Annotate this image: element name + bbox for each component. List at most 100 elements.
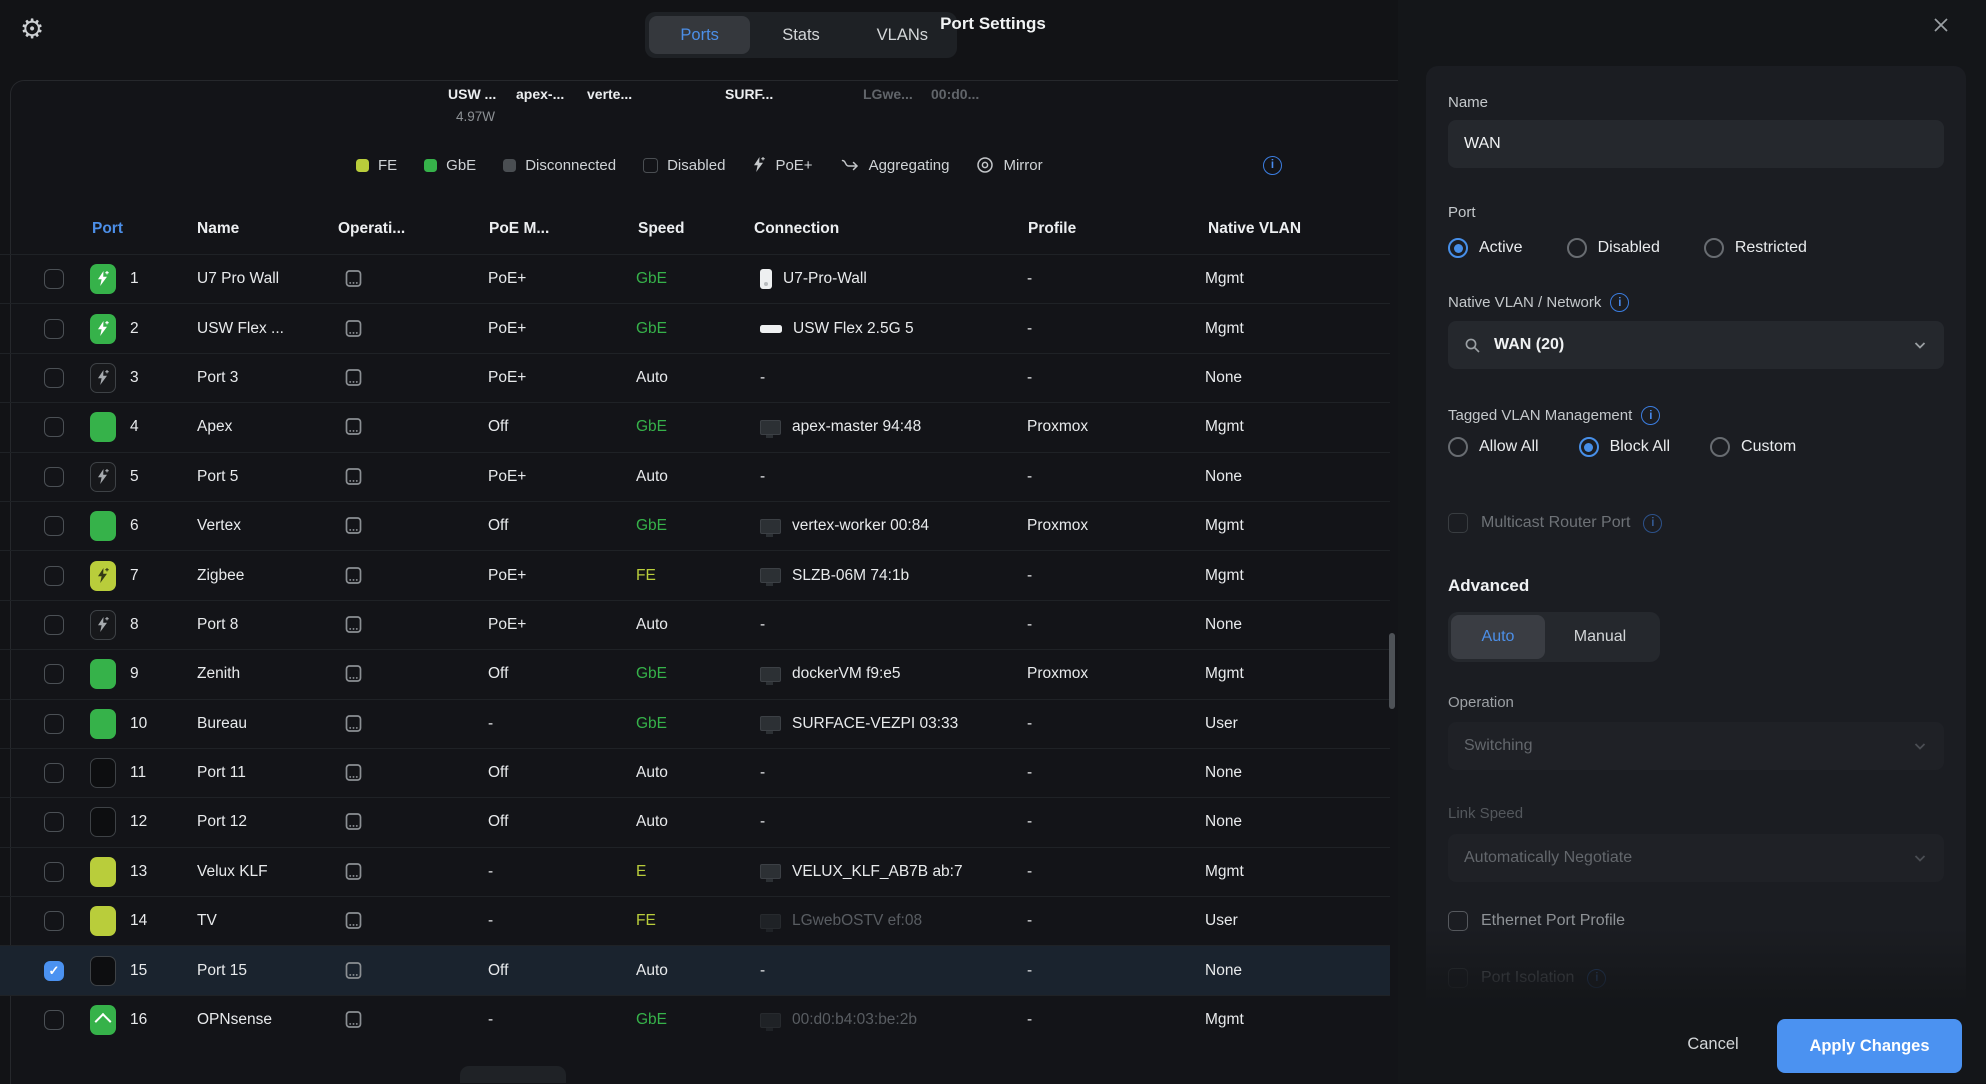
row-checkbox[interactable] <box>44 911 64 931</box>
column-header-poe-m[interactable]: PoE M... <box>489 220 549 238</box>
native-vlan: None <box>1205 813 1242 831</box>
table-row-port-14[interactable]: 14TV-FELGwebOSTV ef:08-User <box>0 896 1390 945</box>
port-speed: FE <box>636 912 656 930</box>
table-row-port-7[interactable]: 7ZigbeePoE+FESLZB-06M 74:1b-Mgmt <box>0 550 1390 599</box>
operation-switching-icon <box>342 811 365 834</box>
port-isolation-info-icon[interactable]: i <box>1587 969 1606 988</box>
table-row-port-5[interactable]: 5Port 5PoE+Auto--None <box>0 452 1390 501</box>
connection-cell: vertex-worker 00:84 <box>760 517 929 535</box>
radio-label: Block All <box>1610 438 1670 456</box>
radio-tagged-allow-all[interactable]: Allow All <box>1448 437 1539 457</box>
table-row-port-9[interactable]: 9ZenithOffGbEdockerVM f9:e5ProxmoxMgmt <box>0 649 1390 698</box>
table-row-port-16[interactable]: 16OPNsense-GbE00:d0:b4:03:be:2b-Mgmt <box>0 995 1390 1044</box>
table-row-port-11[interactable]: 11Port 11OffAuto--None <box>0 748 1390 797</box>
radio-label: Custom <box>1741 438 1796 456</box>
port-speed: Auto <box>636 764 668 782</box>
column-header-operati[interactable]: Operati... <box>338 220 405 238</box>
radio-port-active[interactable]: Active <box>1448 238 1523 258</box>
connection-cell: - <box>760 764 765 782</box>
tagged-vlan-radios: Allow All Block All Custom <box>1448 437 1796 457</box>
port-name: Port 3 <box>197 369 238 387</box>
port-number: 9 <box>130 665 139 683</box>
row-checkbox[interactable] <box>44 417 64 437</box>
table-row-port-4[interactable]: 4ApexOffGbEapex-master 94:48ProxmoxMgmt <box>0 402 1390 451</box>
row-checkbox[interactable] <box>44 862 64 882</box>
profile: Proxmox <box>1027 418 1088 436</box>
close-icon[interactable] <box>1928 12 1954 38</box>
radio-port-disabled[interactable]: Disabled <box>1567 238 1660 258</box>
column-header-name[interactable]: Name <box>197 220 239 238</box>
table-row-port-6[interactable]: 6VertexOffGbEvertex-worker 00:84ProxmoxM… <box>0 501 1390 550</box>
column-header-speed[interactable]: Speed <box>638 220 685 238</box>
table-row-port-1[interactable]: 1U7 Pro WallPoE+GbEU7-Pro-Wall-Mgmt <box>0 254 1390 303</box>
name-input[interactable]: WAN <box>1448 120 1944 168</box>
multicast-info-icon[interactable]: i <box>1643 514 1662 533</box>
column-header-connection[interactable]: Connection <box>754 220 839 238</box>
legend-info-icon[interactable]: i <box>1263 155 1282 175</box>
table-row-port-2[interactable]: 2USW Flex ...PoE+GbEUSW Flex 2.5G 5-Mgmt <box>0 303 1390 352</box>
native-vlan-label-text: Native VLAN / Network <box>1448 294 1601 311</box>
row-checkbox[interactable] <box>44 812 64 832</box>
table-scrollbar[interactable] <box>1389 633 1395 709</box>
checkbox-icon[interactable] <box>1448 513 1468 533</box>
connection-cell: - <box>760 962 765 980</box>
radio-tagged-custom[interactable]: Custom <box>1710 437 1796 457</box>
operation-switching-icon <box>342 712 365 735</box>
cancel-button[interactable]: Cancel <box>1668 1026 1758 1062</box>
link-speed-dropdown[interactable]: Automatically Negotiate <box>1448 834 1944 882</box>
port-speed: GbE <box>636 418 667 436</box>
row-checkbox[interactable] <box>44 269 64 289</box>
table-row-port-8[interactable]: 8Port 8PoE+Auto--None <box>0 600 1390 649</box>
row-checkbox[interactable] <box>44 615 64 635</box>
native-vlan-dropdown[interactable]: WAN (20) <box>1448 321 1944 369</box>
connection-cell: SLZB-06M 74:1b <box>760 567 909 585</box>
row-checkbox[interactable] <box>44 664 64 684</box>
profile: - <box>1027 764 1032 782</box>
operation-switching-icon <box>342 663 365 686</box>
mode-tab-auto[interactable]: Auto <box>1451 615 1545 659</box>
ethernet-profile-checkbox-row[interactable]: Ethernet Port Profile <box>1448 911 1625 931</box>
operation-value: Switching <box>1464 737 1532 755</box>
port-status-icon-poe-idle <box>90 610 116 640</box>
operation-dropdown[interactable]: Switching <box>1448 722 1944 770</box>
apply-changes-button[interactable]: Apply Changes <box>1777 1019 1962 1073</box>
native-vlan: Mgmt <box>1205 270 1244 288</box>
port-speed: Auto <box>636 813 668 831</box>
radio-port-restricted[interactable]: Restricted <box>1704 238 1807 258</box>
table-row-port-3[interactable]: 3Port 3PoE+Auto--None <box>0 353 1390 402</box>
port-number: 6 <box>130 517 139 535</box>
profile: - <box>1027 468 1032 486</box>
port-speed: Auto <box>636 616 668 634</box>
table-row-port-13[interactable]: 13Velux KLF-EVELUX_KLF_AB7B ab:7-Mgmt <box>0 847 1390 896</box>
row-checkbox[interactable] <box>44 467 64 487</box>
multicast-router-checkbox-row[interactable]: Multicast Router Port i <box>1448 513 1662 533</box>
radio-tagged-block-all[interactable]: Block All <box>1579 437 1670 457</box>
table-row-port-12[interactable]: 12Port 12OffAuto--None <box>0 797 1390 846</box>
port-name: TV <box>197 912 217 930</box>
row-checkbox[interactable] <box>44 566 64 586</box>
row-checkbox[interactable] <box>44 714 64 734</box>
native-vlan-info-icon[interactable]: i <box>1610 293 1629 312</box>
port-status-icon-poe-idle <box>90 462 116 492</box>
column-header-port[interactable]: Port <box>92 220 123 238</box>
tagged-vlan-info-icon[interactable]: i <box>1641 406 1660 425</box>
checkbox-icon[interactable] <box>1448 911 1468 931</box>
row-checkbox[interactable] <box>44 763 64 783</box>
device-port-label: SURF... <box>725 86 773 102</box>
table-footer-button[interactable] <box>460 1066 566 1083</box>
column-header-native-vlan[interactable]: Native VLAN <box>1208 220 1301 238</box>
column-header-profile[interactable]: Profile <box>1028 220 1076 238</box>
table-row-port-15[interactable]: ✓15Port 15OffAuto--None <box>0 945 1390 994</box>
checkbox-icon[interactable] <box>1448 968 1468 988</box>
row-checkbox[interactable]: ✓ <box>44 961 64 981</box>
port-isolation-label: Port Isolation <box>1481 969 1574 987</box>
panel-card: Name WAN Port ActiveDisabledRestricted N… <box>1426 66 1966 1083</box>
row-checkbox[interactable] <box>44 1010 64 1030</box>
port-isolation-checkbox-row[interactable]: Port Isolation i <box>1448 968 1606 988</box>
mode-tab-manual[interactable]: Manual <box>1545 615 1655 659</box>
row-checkbox[interactable] <box>44 319 64 339</box>
client-device-icon <box>760 1013 781 1028</box>
row-checkbox[interactable] <box>44 368 64 388</box>
row-checkbox[interactable] <box>44 516 64 536</box>
table-row-port-10[interactable]: 10Bureau-GbESURFACE-VEZPI 03:33-User <box>0 699 1390 748</box>
